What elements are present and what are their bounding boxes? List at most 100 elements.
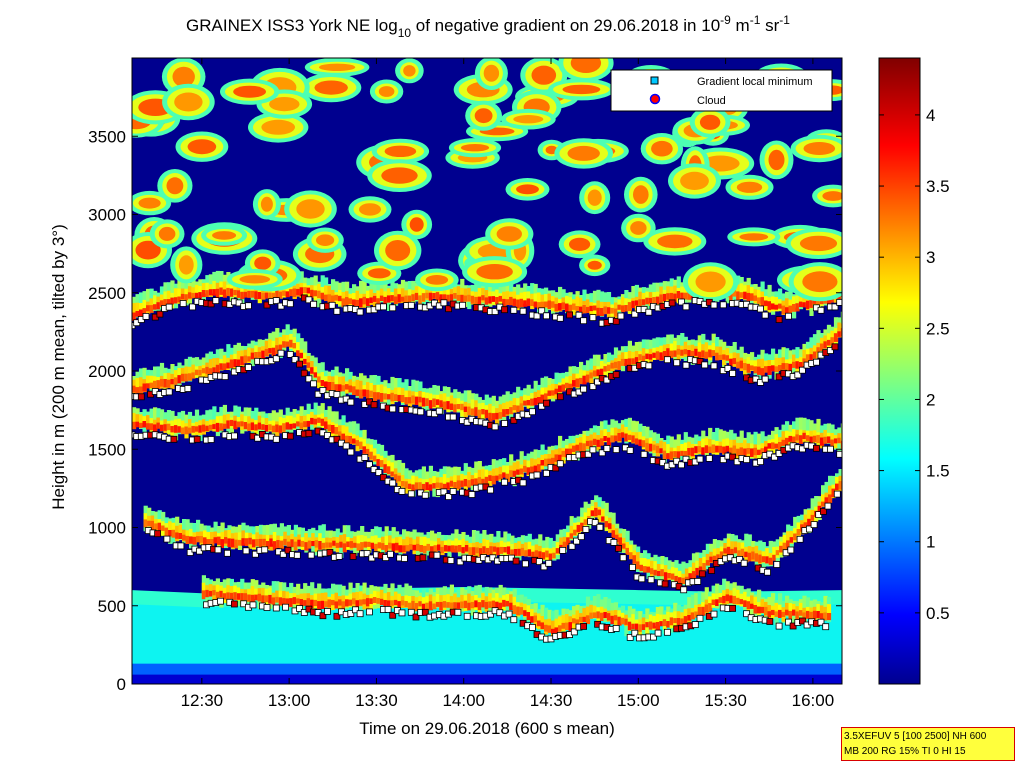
heatmap-cell <box>750 595 755 609</box>
heatmap-cell <box>153 295 158 308</box>
heatmap-cell <box>233 344 238 362</box>
gradient-minimum-marker <box>207 436 215 443</box>
heatmap-cell <box>402 545 407 553</box>
gradient-minimum-marker <box>447 557 455 564</box>
heatmap-cell <box>215 282 220 294</box>
heatmap-cell <box>345 435 350 445</box>
gradient-minimum-marker <box>217 597 224 605</box>
heatmap-cell <box>135 302 140 314</box>
heatmap-cell <box>558 616 563 632</box>
heatmap-cell <box>708 427 713 448</box>
heatmap-cell <box>453 293 458 299</box>
heatmap-cell <box>807 510 812 524</box>
heatmap-cell <box>641 617 646 628</box>
heatmap-cell <box>379 393 385 402</box>
heatmap-cell <box>139 422 144 429</box>
gradient-minimum-marker <box>631 310 639 318</box>
heatmap-cell <box>691 571 697 580</box>
heatmap-cell <box>139 386 144 394</box>
heatmap-cell <box>732 588 737 600</box>
heatmap-cell <box>247 290 252 298</box>
heatmap-cell <box>729 595 734 604</box>
heatmap-cell <box>362 296 367 305</box>
heatmap-cell <box>467 406 472 416</box>
heatmap-cell <box>530 616 535 623</box>
heatmap-cell <box>161 511 166 529</box>
heatmap-cell <box>840 440 842 449</box>
gradient-minimum-marker <box>570 628 578 636</box>
heatmap-cell <box>306 414 311 425</box>
heatmap-cell <box>359 380 364 394</box>
heatmap-cell <box>582 616 587 623</box>
heatmap-cell <box>701 606 706 616</box>
heatmap-cell <box>300 540 305 547</box>
gradient-minimum-marker <box>654 629 662 637</box>
heatmap-cell <box>345 599 350 607</box>
heatmap-cell <box>470 601 475 609</box>
heatmap-cell <box>439 482 444 489</box>
heatmap-cell <box>722 446 727 454</box>
heatmap-cell <box>177 288 182 304</box>
heatmap-cell <box>585 306 591 313</box>
heatmap-cell <box>334 592 339 608</box>
gradient-minimum-marker <box>710 301 718 309</box>
heatmap-cell <box>321 524 326 547</box>
heatmap-cell <box>383 279 388 304</box>
heatmap-cell <box>533 615 538 623</box>
heatmap-cell <box>669 343 674 357</box>
heatmap-cell <box>175 532 180 539</box>
heatmap-cell <box>383 593 388 605</box>
heatmap-cell <box>244 538 250 546</box>
heatmap-cell <box>489 546 494 555</box>
heatmap-cell <box>397 601 402 609</box>
gradient-minimum-marker <box>771 453 778 461</box>
heatmap-cell <box>159 424 165 432</box>
gradient-minimum-marker <box>324 431 331 439</box>
heatmap-cell <box>432 476 437 488</box>
heatmap-cell <box>746 357 751 369</box>
heatmap-cell <box>278 425 283 434</box>
heatmap-cell <box>157 522 162 531</box>
gradient-minimum-marker <box>680 586 688 594</box>
heatmap-cell <box>320 403 325 424</box>
heatmap-cell <box>695 271 726 293</box>
heatmap-cell <box>185 519 190 541</box>
heatmap-cell <box>718 354 723 360</box>
heatmap-cell <box>701 333 706 351</box>
heatmap-cell <box>159 300 165 307</box>
heatmap-cell <box>234 539 239 549</box>
gradient-minimum-marker <box>761 375 769 383</box>
gradient-minimum-marker <box>310 380 318 388</box>
heatmap-cell <box>530 466 535 475</box>
gradient-minimum-marker <box>833 490 841 498</box>
gradient-minimum-marker <box>398 487 406 495</box>
heatmap-cell <box>262 538 267 546</box>
heatmap-cell <box>796 529 801 536</box>
heatmap-cell <box>446 482 451 490</box>
heatmap-cell <box>533 380 538 398</box>
heatmap-cell <box>240 283 245 298</box>
heatmap-cell <box>673 451 678 458</box>
heatmap-cell <box>196 536 201 543</box>
heatmap-cell <box>219 415 224 427</box>
heatmap-cell <box>194 284 200 300</box>
heatmap-cell <box>400 462 406 481</box>
heatmap-cell <box>805 300 811 310</box>
heatmap-cell <box>715 427 720 450</box>
gradient-minimum-marker <box>384 606 392 613</box>
heatmap-cell <box>523 291 528 304</box>
heatmap-cell <box>168 530 173 537</box>
heatmap-cell <box>386 592 392 608</box>
heatmap-cell <box>352 598 357 605</box>
heatmap-cell <box>687 350 692 357</box>
heatmap-cell <box>582 434 587 446</box>
cloud-marker <box>333 435 341 443</box>
heatmap-cell <box>568 304 573 314</box>
heatmap-cell <box>296 333 301 350</box>
heatmap-cell <box>774 602 779 617</box>
heatmap-cell <box>226 344 231 366</box>
heatmap-cell <box>212 358 217 372</box>
heatmap-cell <box>785 363 790 370</box>
heatmap-cell <box>599 430 605 441</box>
heatmap-cell <box>709 556 714 563</box>
